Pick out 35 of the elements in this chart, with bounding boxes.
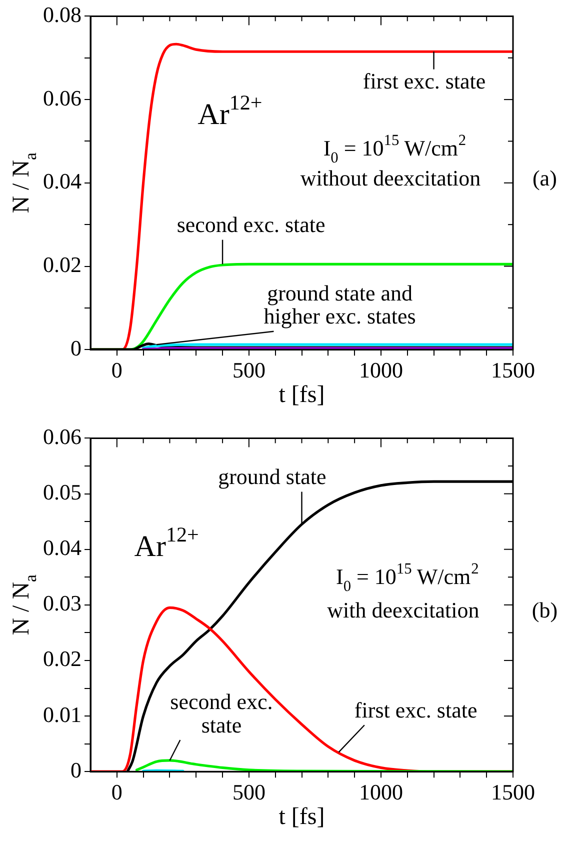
annotation: ground state and higher exc. states [264, 280, 416, 329]
y-tick-label: 0.02 [43, 646, 82, 672]
x-tick-label: 1000 [358, 358, 403, 383]
x-tick-label: 0 [111, 780, 122, 805]
annotation: first exc. state [362, 68, 486, 94]
annotation: second exc. state [176, 212, 326, 238]
x-tick-label: 1500 [491, 780, 535, 805]
y-tick-label: 0.01 [43, 702, 82, 727]
y-axis-title: N / Na [8, 152, 40, 214]
y-tick-label: 0.04 [43, 168, 82, 194]
x-tick-label: 500 [232, 780, 266, 805]
x-tick-label: 500 [232, 358, 266, 383]
x-tick-label: 1000 [358, 780, 403, 805]
annotation: second exc. state [170, 689, 273, 738]
annotation: first exc. state [354, 697, 478, 722]
x-axis-title: t [fs] [278, 382, 325, 408]
x-tick-label: 1500 [491, 358, 535, 383]
y-tick-label: 0.05 [43, 480, 82, 505]
y-tick-label: 0.08 [43, 2, 82, 27]
text: (b) [532, 597, 558, 622]
y-tick-label: 0.02 [43, 252, 82, 278]
y-tick-label: 0 [70, 757, 82, 782]
y-tick-label: 0.04 [43, 535, 82, 560]
annotation: with deexcitation [327, 597, 480, 622]
x-axis-title: t [fs] [278, 804, 325, 830]
y-axis-title: N / Na [8, 574, 40, 636]
y-tick-label: 0.06 [43, 85, 82, 110]
annotation: without deexcitation [300, 165, 481, 190]
y-tick-label: 0.06 [43, 424, 82, 449]
x-tick-label: 0 [111, 358, 122, 383]
line-series [135, 759, 513, 772]
annotation: ground state [218, 464, 326, 489]
y-tick-label: 0 [70, 335, 82, 360]
text: (a) [532, 165, 557, 190]
y-tick-label: 0.03 [43, 590, 82, 616]
